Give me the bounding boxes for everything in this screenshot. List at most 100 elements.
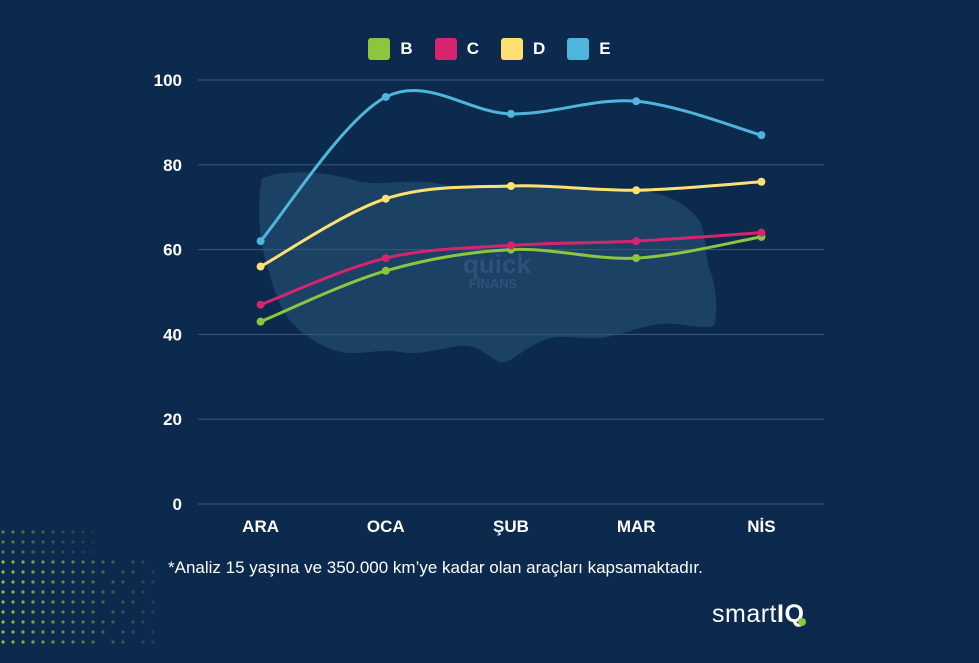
decor-dot <box>1 560 5 564</box>
y-tick-label-40: 40 <box>163 325 182 344</box>
decor-dot <box>11 590 15 594</box>
point-B-MAR <box>632 254 641 263</box>
decor-dot <box>91 610 95 614</box>
decor-dot <box>51 570 55 574</box>
x-tick-label-1: ARA <box>242 517 279 536</box>
point-D-NİS <box>757 177 766 186</box>
point-B-OCA <box>381 266 390 275</box>
decor-dot <box>1 600 5 604</box>
decor-dot <box>21 550 25 554</box>
decor-dot <box>91 600 95 604</box>
decor-dot <box>91 570 95 574</box>
point-D-ŞUB <box>507 182 515 190</box>
decor-dot <box>51 590 55 594</box>
decor-dot <box>121 630 125 634</box>
decor-dot <box>61 590 65 594</box>
decor-dot <box>71 530 75 534</box>
turkey-map-silhouette <box>259 172 717 363</box>
decor-dot <box>11 600 15 604</box>
point-D-ARA <box>256 262 265 271</box>
point-D-MAR <box>632 186 641 195</box>
point-E-MAR <box>632 97 641 106</box>
decor-dot <box>81 620 85 624</box>
decor-dot <box>121 570 125 574</box>
decor-dot <box>31 570 35 574</box>
decor-dot <box>151 600 155 604</box>
decor-dot <box>51 550 55 554</box>
decor-dot <box>141 590 145 594</box>
decor-dot <box>81 600 85 604</box>
series-line-E <box>259 88 763 243</box>
decor-dot <box>61 610 65 614</box>
point-E-ARA <box>256 237 265 246</box>
decor-dot <box>61 530 65 534</box>
decor-dot <box>111 590 115 594</box>
decor-dot <box>51 630 55 634</box>
legend-swatch-E <box>567 38 590 60</box>
decor-dot <box>151 640 155 644</box>
decor-dot <box>91 620 95 624</box>
decor-dot <box>111 580 115 584</box>
decor-dot <box>61 630 65 634</box>
decor-dot <box>101 570 105 574</box>
decor-dot <box>21 600 25 604</box>
decor-dot <box>1 550 5 554</box>
decor-dot <box>21 560 25 564</box>
decor-dot <box>141 610 145 614</box>
decor-dot <box>31 560 35 564</box>
point-E-OCA <box>381 92 390 101</box>
decor-dot <box>111 620 115 624</box>
decor-dot <box>1 640 5 644</box>
decor-dot <box>41 580 45 584</box>
legend-item-E: E <box>567 38 611 60</box>
x-tick-label-4: MAR <box>617 517 656 536</box>
decor-dot <box>141 640 145 644</box>
decor-dot <box>81 540 85 544</box>
y-tick-label-100: 100 <box>154 71 182 90</box>
decor-dot <box>131 570 135 574</box>
decor-dot <box>31 620 35 624</box>
decor-dot <box>101 620 105 624</box>
legend-swatch-D <box>500 38 523 60</box>
decor-dot <box>81 640 85 644</box>
decor-dot <box>101 560 105 564</box>
decor-dot <box>131 560 135 564</box>
legend-label-D: D <box>532 39 546 58</box>
decor-dot <box>41 540 45 544</box>
decor-dot <box>61 550 65 554</box>
decor-dot <box>1 610 5 614</box>
legend-item-B: B <box>368 38 413 60</box>
decor-dot <box>121 580 125 584</box>
decor-dot <box>41 630 45 634</box>
decor-dot <box>151 570 155 574</box>
y-tick-label-80: 80 <box>163 156 182 175</box>
decor-dot <box>101 630 105 634</box>
legend-label-C: C <box>466 39 479 58</box>
y-tick-label-20: 20 <box>163 410 182 429</box>
decor-dot <box>51 610 55 614</box>
watermark-finans: FİNANS <box>469 276 518 291</box>
decor-dot <box>41 620 45 624</box>
decor-dot <box>1 580 5 584</box>
decor-dot <box>91 560 95 564</box>
decor-dot <box>51 530 55 534</box>
decor-dot <box>11 530 15 534</box>
decor-dot <box>61 570 65 574</box>
x-tick-label-3: ŞUB <box>493 517 529 536</box>
x-tick-label-2: OCA <box>367 517 405 536</box>
point-D-OCA <box>381 194 390 203</box>
point-E-NİS <box>757 131 766 140</box>
decor-dot <box>131 600 135 604</box>
legend-label-E: E <box>599 39 611 58</box>
decor-dot <box>41 560 45 564</box>
decor-dot <box>101 590 105 594</box>
decor-dot <box>91 530 95 534</box>
legend-item-D: D <box>500 38 546 60</box>
decor-dot <box>91 590 95 594</box>
decor-dot <box>31 610 35 614</box>
decor-dot <box>41 600 45 604</box>
decor-dot <box>31 640 35 644</box>
decor-dot <box>11 630 15 634</box>
decor-dot <box>1 630 5 634</box>
decor-dot <box>1 590 5 594</box>
